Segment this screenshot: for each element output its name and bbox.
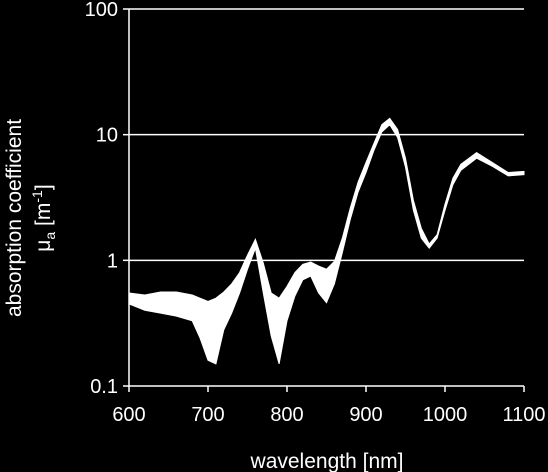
- mu-symbol: μ: [32, 240, 55, 252]
- x-tick-label-1000: 1000: [423, 404, 468, 426]
- absorption-band: [128, 117, 525, 365]
- unit-open: [m: [32, 203, 55, 232]
- gridlines: [129, 8, 524, 262]
- x-axis-title: wavelength [nm]: [250, 450, 404, 472]
- y-tick-label-1: 1: [107, 250, 118, 272]
- axes: [123, 8, 525, 392]
- x-tick-labels: 600 700 800 900 1000 1100: [112, 404, 545, 426]
- unit-exponent: -1: [29, 190, 45, 203]
- unit-close: ]: [32, 184, 55, 190]
- y-axis-title: absorption coefficient: [3, 119, 26, 317]
- x-tick-label-1100: 1100: [502, 404, 545, 426]
- y-tick-label-10: 10: [96, 125, 118, 147]
- x-tick-label-800: 800: [270, 404, 303, 426]
- y-axis-title-line2: μa [m-1]: [29, 184, 58, 251]
- x-tick-label-900: 900: [349, 404, 382, 426]
- x-tick-label-600: 600: [112, 404, 145, 426]
- y-tick-labels: 0.1 1 10 100: [85, 0, 118, 398]
- y-tick-label-0.1: 0.1: [90, 376, 118, 398]
- y-axis-unit: μa [m-1]: [29, 184, 58, 251]
- y-axis-title-line1: absorption coefficient: [3, 119, 26, 317]
- x-tick-label-700: 700: [191, 404, 224, 426]
- mu-subscript: a: [42, 232, 58, 240]
- y-tick-label-100: 100: [85, 0, 118, 21]
